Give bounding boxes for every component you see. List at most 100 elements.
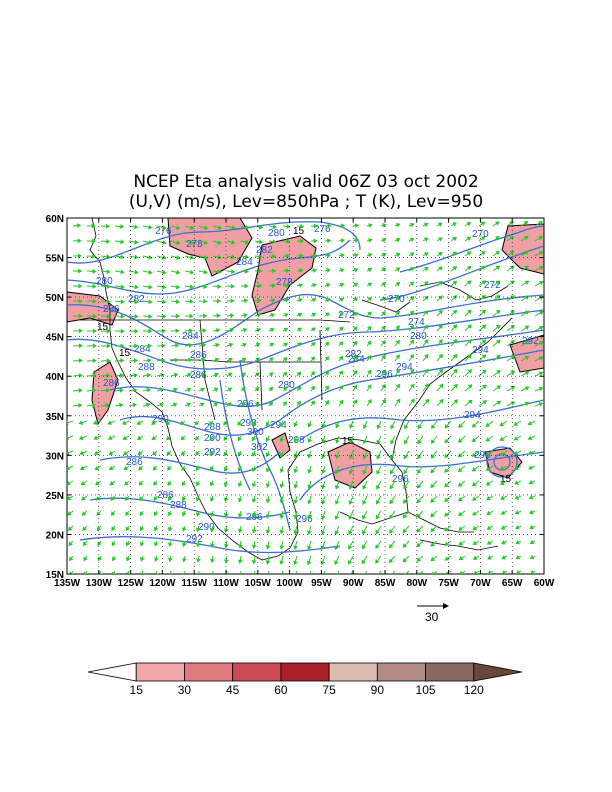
shade-label: 15 xyxy=(293,226,305,237)
wind-arrowhead xyxy=(472,555,478,560)
wind-arrowhead xyxy=(404,424,409,430)
lat-label: 45N xyxy=(46,333,64,344)
wind-arrowhead xyxy=(321,500,326,505)
wind-arrowhead xyxy=(424,398,430,404)
wind-arrowhead xyxy=(453,368,458,374)
wind-arrowhead xyxy=(162,269,167,275)
wind-arrowhead xyxy=(362,485,367,490)
wind-arrowhead xyxy=(139,541,145,547)
colorbar-label: 30 xyxy=(178,683,192,697)
wind-arrowhead xyxy=(403,439,409,445)
wind-arrowhead xyxy=(137,435,142,440)
wind-arrowhead xyxy=(279,437,285,443)
wind-arrowhead xyxy=(362,515,367,520)
wind-arrowhead xyxy=(403,469,408,475)
wind-arrowhead xyxy=(283,342,288,347)
wind-arrowhead xyxy=(424,383,429,389)
wind-arrowhead xyxy=(458,511,463,517)
wind-arrowhead xyxy=(166,450,172,456)
wind-arrowhead xyxy=(229,313,235,318)
wind-arrowhead xyxy=(324,370,330,376)
wind-arrowhead xyxy=(424,368,429,374)
wind-arrowhead xyxy=(296,400,301,406)
wind-arrowhead xyxy=(513,421,519,426)
colorbar-label: 105 xyxy=(416,683,436,697)
wind-arrowhead xyxy=(92,343,97,349)
wind-arrowhead xyxy=(452,353,458,359)
contour-label: 294 xyxy=(464,410,481,421)
wind-arrowhead xyxy=(258,283,263,289)
wind-arrowhead xyxy=(223,466,229,472)
wind-arrowhead xyxy=(107,435,113,440)
wind-arrowhead xyxy=(481,265,486,271)
wind-arrowhead xyxy=(187,372,192,378)
wind-arrowhead xyxy=(229,327,234,333)
wind-arrowhead xyxy=(213,387,219,392)
shade-labels: 15 15 15 15 15 xyxy=(97,226,512,485)
wind-arrowhead xyxy=(293,514,299,520)
wind-arrowhead xyxy=(481,280,486,285)
wind-arrowhead xyxy=(538,326,544,331)
wind-arrowhead xyxy=(311,297,317,303)
wind-arrowhead xyxy=(284,312,289,318)
wind-arrowhead xyxy=(265,437,271,442)
wind-arrowhead xyxy=(162,299,167,305)
wind-arrowhead xyxy=(244,254,250,260)
wind-arrowhead xyxy=(367,311,372,317)
wind-arrowhead xyxy=(80,480,86,486)
wind-arrowhead xyxy=(109,465,114,471)
wind-arrowhead xyxy=(438,237,443,242)
wind-arrowhead xyxy=(485,481,491,486)
wind-arrowhead xyxy=(467,354,472,359)
wind-arrowhead xyxy=(269,342,275,348)
wind-arrowhead xyxy=(97,541,102,547)
wind-arrowhead xyxy=(457,482,463,487)
wind-arrowhead xyxy=(196,558,201,563)
wind-arrowhead xyxy=(424,353,429,359)
longitude-labels: 135W 130W 125W 120W 115W 110W 105W 100W 95W 90W 85… xyxy=(54,578,555,589)
wind-arrowhead xyxy=(341,223,346,229)
wind-arrowhead xyxy=(282,357,288,362)
wind-arrowhead xyxy=(172,402,178,408)
wind-arrowhead xyxy=(452,280,458,286)
wind-arrowhead xyxy=(514,510,520,515)
wind-arrowhead xyxy=(181,481,187,487)
wind-vector xyxy=(67,450,74,455)
wind-arrowhead xyxy=(111,541,116,547)
wind-arrowhead xyxy=(395,354,400,360)
wind-arrowhead xyxy=(458,526,463,531)
wind-arrowhead xyxy=(485,437,491,442)
wind-arrowhead xyxy=(265,560,271,565)
wind-arrowhead xyxy=(430,454,436,459)
contour-label: 276 xyxy=(155,226,172,237)
wind-arrowhead xyxy=(182,542,187,548)
wind-arrowhead xyxy=(444,526,449,532)
wind-arrowhead xyxy=(409,368,415,374)
lon-label: 125W xyxy=(118,578,145,589)
lat-label: 30N xyxy=(46,451,64,462)
wind-arrowhead xyxy=(467,309,472,315)
wind-arrowhead xyxy=(159,402,165,408)
wind-arrowhead xyxy=(181,496,187,502)
wind-arrowhead xyxy=(92,358,97,364)
wind-arrowhead xyxy=(194,420,200,426)
wind-arrowhead xyxy=(334,485,340,490)
wind-arrowhead xyxy=(120,314,125,319)
wind-arrowhead xyxy=(458,555,464,561)
wind-arrowhead xyxy=(312,283,317,288)
wind-arrowhead xyxy=(237,544,243,549)
wind-arrowhead xyxy=(106,343,111,349)
wind-arrowhead xyxy=(148,314,153,319)
wind-arrowhead xyxy=(335,454,340,460)
wind-arrowhead xyxy=(293,484,299,489)
wind-arrowhead xyxy=(495,236,500,241)
wind-arrowhead xyxy=(67,435,70,440)
wind-arrowhead xyxy=(438,251,443,257)
wind-arrowhead xyxy=(515,539,521,545)
wind-arrowhead xyxy=(153,481,158,486)
wind-arrowhead xyxy=(352,340,358,346)
wind-arrowhead xyxy=(272,268,277,274)
wind-arrowhead xyxy=(189,269,195,275)
wind-arrowhead xyxy=(268,372,274,377)
wind-arrowhead xyxy=(538,402,544,407)
